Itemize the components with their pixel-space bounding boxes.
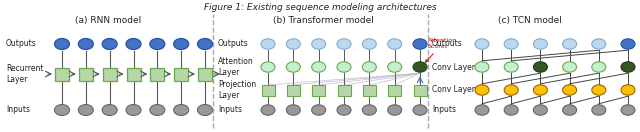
Ellipse shape xyxy=(362,39,376,49)
Text: Outputs: Outputs xyxy=(6,39,36,48)
Ellipse shape xyxy=(173,105,189,116)
Ellipse shape xyxy=(261,39,275,49)
Ellipse shape xyxy=(563,39,577,49)
Ellipse shape xyxy=(198,39,212,50)
Ellipse shape xyxy=(173,39,189,50)
Ellipse shape xyxy=(533,85,547,95)
Ellipse shape xyxy=(621,105,635,115)
Text: Conv Layer: Conv Layer xyxy=(432,86,475,95)
Ellipse shape xyxy=(504,85,518,95)
Text: Attention
Score: Attention Score xyxy=(426,38,457,62)
FancyBboxPatch shape xyxy=(363,84,376,95)
Text: Outputs: Outputs xyxy=(432,39,463,48)
Ellipse shape xyxy=(312,39,326,49)
Ellipse shape xyxy=(78,39,93,50)
Text: (b) Transformer model: (b) Transformer model xyxy=(273,15,373,25)
Ellipse shape xyxy=(621,85,635,95)
FancyBboxPatch shape xyxy=(337,84,351,95)
Ellipse shape xyxy=(286,39,300,49)
Ellipse shape xyxy=(150,39,165,50)
Ellipse shape xyxy=(533,105,547,115)
Text: (c) TCN model: (c) TCN model xyxy=(498,15,562,25)
Ellipse shape xyxy=(126,105,141,116)
Text: Inputs: Inputs xyxy=(218,105,242,114)
FancyBboxPatch shape xyxy=(102,67,116,81)
FancyBboxPatch shape xyxy=(198,67,212,81)
Ellipse shape xyxy=(475,62,489,72)
Ellipse shape xyxy=(337,62,351,72)
Text: Attention
Layer: Attention Layer xyxy=(218,57,253,77)
Text: Conv Layer: Conv Layer xyxy=(432,62,475,72)
FancyBboxPatch shape xyxy=(174,67,188,81)
Ellipse shape xyxy=(78,105,93,116)
Text: Projection
Layer: Projection Layer xyxy=(218,80,256,100)
Text: Outputs: Outputs xyxy=(218,39,249,48)
Ellipse shape xyxy=(592,85,606,95)
Ellipse shape xyxy=(504,105,518,115)
FancyBboxPatch shape xyxy=(150,67,164,81)
Ellipse shape xyxy=(475,105,489,115)
Ellipse shape xyxy=(102,105,117,116)
Ellipse shape xyxy=(54,105,70,116)
Text: Inputs: Inputs xyxy=(6,105,30,114)
Ellipse shape xyxy=(362,62,376,72)
Ellipse shape xyxy=(54,39,70,50)
Ellipse shape xyxy=(592,105,606,115)
Ellipse shape xyxy=(261,62,275,72)
Text: Figure 1: Existing sequence modeling architectures: Figure 1: Existing sequence modeling arc… xyxy=(204,3,436,11)
Ellipse shape xyxy=(388,62,402,72)
Ellipse shape xyxy=(563,85,577,95)
Ellipse shape xyxy=(592,39,606,49)
Ellipse shape xyxy=(475,39,489,49)
Ellipse shape xyxy=(337,105,351,115)
Ellipse shape xyxy=(126,39,141,50)
Ellipse shape xyxy=(388,39,402,49)
Ellipse shape xyxy=(413,39,427,49)
Text: (a) RNN model: (a) RNN model xyxy=(75,15,141,25)
Ellipse shape xyxy=(475,85,489,95)
Ellipse shape xyxy=(413,105,427,115)
FancyBboxPatch shape xyxy=(262,84,275,95)
FancyBboxPatch shape xyxy=(55,67,69,81)
FancyBboxPatch shape xyxy=(79,67,93,81)
Ellipse shape xyxy=(312,105,326,115)
Ellipse shape xyxy=(563,62,577,72)
Ellipse shape xyxy=(592,62,606,72)
Ellipse shape xyxy=(150,105,165,116)
FancyBboxPatch shape xyxy=(287,84,300,95)
Ellipse shape xyxy=(388,105,402,115)
FancyBboxPatch shape xyxy=(388,84,401,95)
Text: Inputs: Inputs xyxy=(432,105,456,114)
Ellipse shape xyxy=(533,62,547,72)
Ellipse shape xyxy=(563,105,577,115)
FancyBboxPatch shape xyxy=(127,67,141,81)
Ellipse shape xyxy=(198,105,212,116)
Ellipse shape xyxy=(286,105,300,115)
Text: Recurrent
Layer: Recurrent Layer xyxy=(6,64,44,84)
FancyBboxPatch shape xyxy=(312,84,325,95)
Ellipse shape xyxy=(312,62,326,72)
Ellipse shape xyxy=(413,62,427,72)
Ellipse shape xyxy=(504,62,518,72)
Ellipse shape xyxy=(504,39,518,49)
Ellipse shape xyxy=(621,62,635,72)
Ellipse shape xyxy=(337,39,351,49)
Ellipse shape xyxy=(286,62,300,72)
FancyBboxPatch shape xyxy=(413,84,426,95)
Ellipse shape xyxy=(102,39,117,50)
Ellipse shape xyxy=(261,105,275,115)
Ellipse shape xyxy=(533,39,547,49)
Ellipse shape xyxy=(621,39,635,49)
Ellipse shape xyxy=(362,105,376,115)
